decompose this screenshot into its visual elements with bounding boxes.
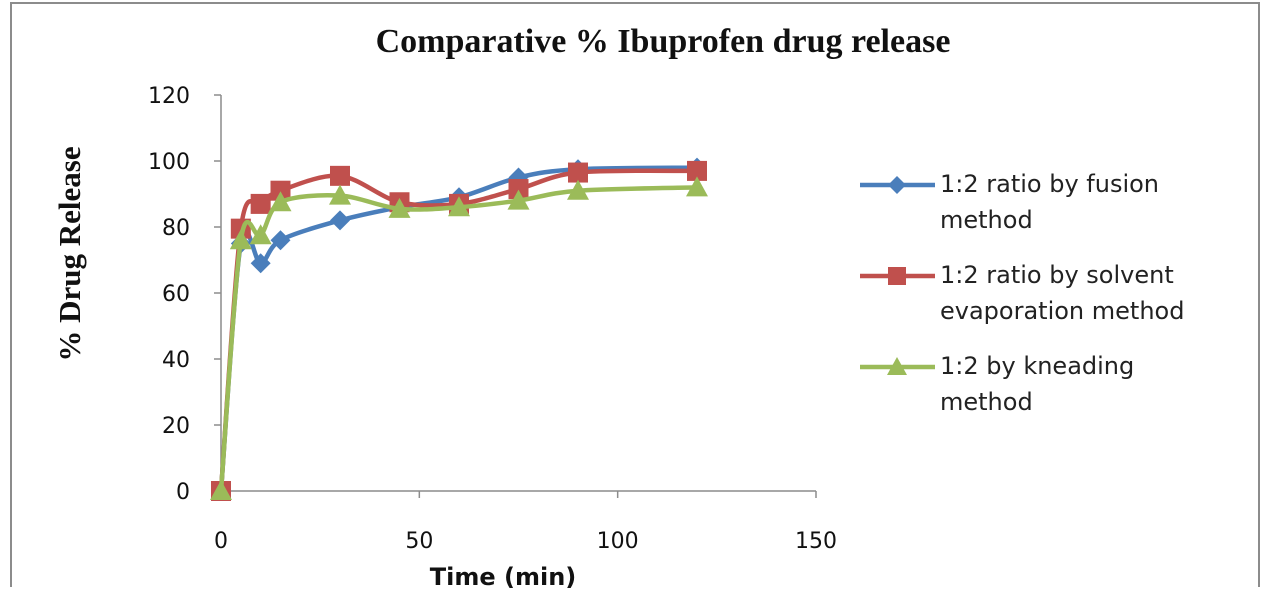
data-point bbox=[210, 480, 232, 500]
data-point bbox=[269, 191, 292, 212]
legend-marker bbox=[888, 176, 906, 194]
legend-entry-1: 1:2 ratio by fusion method bbox=[860, 170, 1159, 234]
legend-marker bbox=[887, 357, 907, 375]
series-lines bbox=[210, 157, 708, 501]
series-line bbox=[218, 168, 698, 492]
data-point bbox=[388, 197, 411, 218]
data-point bbox=[507, 189, 530, 210]
y-tick-label: 20 bbox=[162, 414, 190, 439]
legend-marker bbox=[888, 267, 906, 285]
y-axis-label: % Drug Release bbox=[52, 146, 87, 361]
y-tick-label: 0 bbox=[176, 480, 190, 505]
legend-label: 1:2 ratio by solvent bbox=[940, 261, 1174, 289]
data-point bbox=[330, 210, 350, 231]
y-tick-label: 120 bbox=[148, 84, 190, 109]
series-3 bbox=[210, 176, 708, 500]
chart-frame bbox=[10, 2, 1260, 587]
y-tick-label: 80 bbox=[162, 216, 190, 241]
data-point bbox=[329, 184, 351, 205]
data-point bbox=[448, 196, 470, 217]
data-point bbox=[249, 224, 272, 245]
data-point bbox=[686, 176, 708, 197]
data-point bbox=[567, 179, 589, 200]
legend-label: evaporation method bbox=[940, 297, 1184, 325]
x-tick-label: 0 bbox=[214, 529, 228, 554]
y-tick-label: 100 bbox=[148, 150, 190, 175]
data-point bbox=[508, 179, 529, 200]
legend: 1:2 ratio by fusion method 1:2 ratio by so… bbox=[860, 170, 1184, 416]
data-point bbox=[330, 165, 350, 186]
y-tick-label: 60 bbox=[162, 282, 190, 307]
data-point bbox=[229, 229, 252, 250]
data-point bbox=[687, 160, 707, 181]
legend-label: method bbox=[940, 388, 1033, 416]
chart-title: Comparative % Ibuprofen drug release bbox=[376, 23, 951, 60]
legend-label: 1:2 ratio by fusion bbox=[940, 170, 1159, 198]
x-tick-label: 150 bbox=[795, 529, 837, 554]
data-point bbox=[568, 162, 588, 183]
legend-label: 1:2 by kneading bbox=[940, 352, 1134, 380]
legend-label: method bbox=[940, 206, 1033, 234]
y-tick-label: 40 bbox=[162, 348, 190, 373]
legend-entry-3: 1:2 by kneading method bbox=[860, 352, 1134, 416]
x-axis-label: Time (min) bbox=[430, 563, 577, 589]
data-point bbox=[270, 180, 291, 201]
data-point bbox=[250, 253, 271, 274]
axes: 0 20 40 60 80 100 120 0 50 100 150 bbox=[148, 84, 837, 554]
x-tick-label: 50 bbox=[405, 529, 433, 554]
data-point bbox=[270, 230, 291, 251]
legend-entry-2: 1:2 ratio by solvent evaporation method bbox=[860, 261, 1184, 325]
x-tick-label: 100 bbox=[597, 529, 639, 554]
data-point bbox=[250, 193, 271, 214]
